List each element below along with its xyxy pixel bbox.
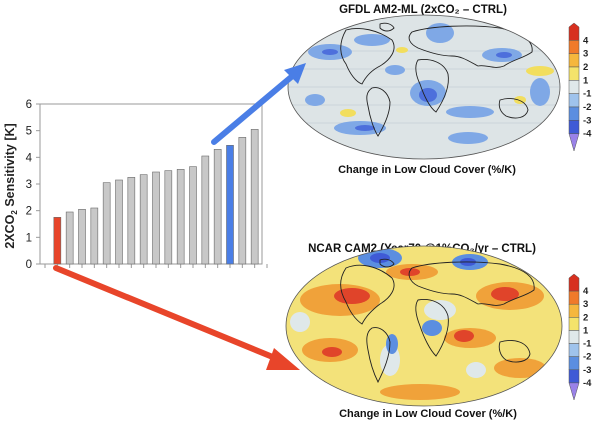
colorbar-tick-label: 4 [583, 286, 589, 297]
bar-highlight [226, 145, 234, 265]
bars [53, 129, 259, 265]
colorbar-swatch [568, 133, 580, 152]
colorbar-swatch [568, 80, 580, 94]
colorbar-swatch [568, 273, 580, 292]
bar [176, 169, 185, 265]
colorbar-gfdl: 4 3 2 1 -1 -2 -3 -4 [568, 22, 592, 152]
colorbar-swatch [568, 382, 580, 401]
y-tick-label: 3 [26, 179, 32, 191]
map-border-gfdl [287, 14, 561, 160]
colorbar-swatch [568, 93, 580, 108]
bar [78, 209, 86, 265]
bar [102, 182, 111, 265]
colorbar-tick-label: 2 [583, 312, 588, 323]
y-tick-label: 6 [26, 99, 32, 111]
bar [250, 129, 259, 265]
colorbar-swatch [568, 290, 580, 305]
colorbar-tick-label: 1 [583, 325, 589, 336]
map-ncar: NCAR CAM2 (Year70 @1%CO₂/yr – CTRL) [285, 243, 592, 420]
map-border-ncar [285, 245, 563, 407]
colorbar-tick-label: -4 [583, 129, 592, 140]
bar [65, 211, 74, 265]
map-field-gfdl [288, 15, 560, 159]
map-title-gfdl: GFDL AM2-ML (2xCO₂ – CTRL) [339, 4, 507, 16]
y-axis-ticks: 0 1 2 3 4 5 6 [26, 99, 40, 271]
colorbar-ncar: 4 3 2 1 -1 -2 -3 -4 [568, 273, 592, 401]
colorbar-swatch [568, 40, 580, 54]
y-axis-label: 2XCO2 Sensitivity [K] [3, 123, 19, 248]
y-tick-label: 2 [26, 206, 32, 218]
y-tick-label: 4 [26, 152, 33, 164]
bar [127, 177, 136, 265]
colorbar-swatch [568, 317, 580, 331]
map-caption-gfdl: Change in Low Cloud Cover (%/K) [338, 164, 516, 176]
bar [164, 170, 173, 265]
colorbar-swatch [568, 330, 580, 344]
colorbar-tick-label: -1 [583, 89, 592, 100]
arrow-low-to-ncar [53, 265, 300, 370]
bar [152, 171, 160, 265]
map-gfdl: GFDL AM2-ML (2xCO₂ – CTRL) [287, 4, 592, 176]
colorbar-tick-label: -4 [583, 378, 592, 389]
colorbar-swatch [568, 120, 580, 134]
colorbar-tick-label: 3 [583, 49, 588, 60]
bar-lowest [53, 217, 62, 265]
colorbar-tick-label: -3 [583, 115, 591, 126]
colorbar-tick-label: 3 [583, 299, 588, 310]
colorbar-swatch [568, 106, 580, 121]
colorbar-tick-label: -2 [583, 102, 591, 113]
y-tick-label: 5 [26, 126, 32, 138]
map-field-ncar [286, 246, 562, 406]
bar [90, 207, 99, 265]
colorbar-tick-label: 2 [583, 62, 588, 73]
colorbar-tick-label: 1 [583, 75, 589, 86]
bar [213, 149, 222, 265]
colorbar-tick-label: 4 [583, 35, 589, 46]
bar [115, 179, 123, 265]
colorbar-swatch [568, 66, 580, 81]
colorbar-tick-label: -1 [583, 339, 592, 350]
colorbar-swatch [568, 356, 580, 371]
bar [238, 137, 247, 265]
y-tick-label: 0 [26, 259, 32, 271]
bar [201, 155, 210, 265]
colorbar-swatch [568, 22, 580, 41]
y-tick-label: 1 [26, 232, 32, 244]
arrow-high-to-gfdl [211, 63, 306, 145]
colorbar-tick-label: -2 [583, 352, 591, 363]
x-axis-ticks [44, 264, 268, 268]
bar [189, 166, 197, 265]
bar-chart: 2XCO2 Sensitivity [K] 0 1 2 3 4 5 6 [3, 99, 268, 271]
colorbar-tick-label: -3 [583, 365, 591, 376]
bar [139, 174, 148, 265]
colorbar-swatch [568, 53, 580, 68]
colorbar-swatch [568, 369, 580, 384]
colorbar-swatch [568, 343, 580, 357]
map-caption-ncar: Change in Low Cloud Cover (%/K) [339, 408, 517, 420]
colorbar-swatch [568, 303, 580, 318]
